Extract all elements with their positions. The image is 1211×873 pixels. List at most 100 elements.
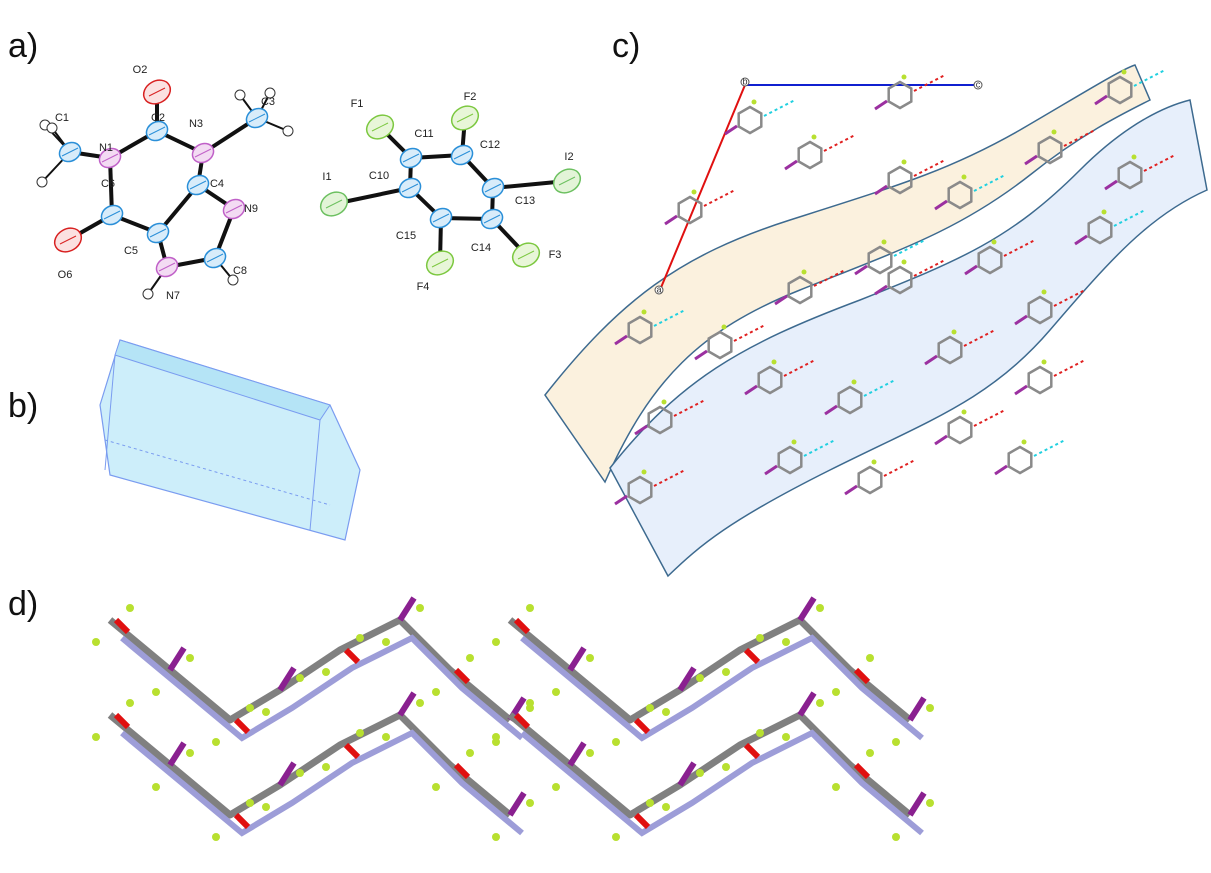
fluorine: [866, 654, 874, 662]
fluorine: [186, 654, 194, 662]
fluorine: [696, 769, 704, 777]
iodine: [570, 743, 584, 765]
fluorine: [552, 783, 560, 791]
hydrogen-atom: [37, 177, 47, 187]
atom-label: F2: [464, 91, 477, 103]
iodine: [800, 693, 814, 715]
ring: [799, 142, 822, 168]
substituent: [995, 466, 1007, 474]
substituent: [935, 436, 947, 444]
iodine: [170, 648, 184, 670]
fluorine: [212, 833, 220, 841]
fluorine: [1132, 155, 1137, 160]
fluorine: [662, 708, 670, 716]
fluorine: [892, 833, 900, 841]
fluorine: [642, 470, 647, 475]
iodine: [570, 648, 584, 670]
atom-label: N7: [166, 290, 180, 302]
fluorine: [756, 634, 764, 642]
fluorine: [526, 699, 534, 707]
fluorine: [322, 763, 330, 771]
figure: a) b) c) d) C1N1C2O2N3C3C4N9C8N7C5C6O6F1…: [0, 0, 1211, 873]
fluorine: [92, 733, 100, 741]
fluorine: [492, 833, 500, 841]
fluorine: [832, 783, 840, 791]
fluorine: [692, 190, 697, 195]
fluorine: [586, 749, 594, 757]
fluorine: [322, 668, 330, 676]
halogen-bond: [1054, 360, 1085, 376]
fluorine: [586, 654, 594, 662]
fluorine: [152, 688, 160, 696]
hydrogen-atom: [235, 90, 245, 100]
fluorine: [816, 604, 824, 612]
fluorine: [866, 749, 874, 757]
atom-label: C11: [414, 128, 433, 140]
fluorine: [1102, 210, 1107, 215]
halogen-bond: [974, 410, 1005, 426]
fluorine: [1042, 360, 1047, 365]
atom-label: F1: [351, 98, 364, 110]
fluorine: [892, 738, 900, 746]
atom-label: C3: [261, 96, 275, 108]
ortep-view: C1N1C2O2N3C3C4N9C8N7C5C6O6F1C11F2C12I2C1…: [37, 64, 585, 302]
oxygen: [636, 720, 648, 732]
fluorine: [952, 330, 957, 335]
oxygen: [346, 650, 358, 662]
iodine: [910, 698, 924, 720]
substituent: [695, 351, 707, 359]
ring: [1029, 367, 1052, 393]
fluorine: [816, 699, 824, 707]
atom-label: C8: [233, 265, 247, 277]
fluorine: [356, 729, 364, 737]
atom-label: O2: [133, 64, 148, 76]
fluorine: [852, 380, 857, 385]
fluorine: [782, 733, 790, 741]
fluorine: [782, 638, 790, 646]
fluorine: [962, 175, 967, 180]
fluorine: [792, 440, 797, 445]
substituent: [1015, 386, 1027, 394]
fluorine: [872, 460, 877, 465]
panel-label: a): [8, 27, 38, 65]
fluorine: [902, 160, 907, 165]
panel-label: c): [612, 27, 640, 65]
atom-label: C4: [210, 178, 224, 190]
fluorine: [296, 769, 304, 777]
fluorine: [492, 638, 500, 646]
fluorine: [246, 704, 254, 712]
fluorine: [722, 763, 730, 771]
fluorine: [186, 749, 194, 757]
atom-label: C10: [369, 170, 389, 182]
fluorine: [802, 270, 807, 275]
oxygen: [236, 720, 248, 732]
iodine: [400, 598, 414, 620]
fluorine: [926, 704, 934, 712]
atom-label: C15: [396, 230, 416, 242]
hydrogen-atom: [47, 123, 57, 133]
fluorine: [722, 668, 730, 676]
fluorine: [902, 75, 907, 80]
halogen-bond: [764, 100, 795, 116]
ring: [859, 467, 882, 493]
fluorine: [962, 410, 967, 415]
atom-label: O6: [58, 269, 73, 281]
fluorine: [646, 704, 654, 712]
fluorine: [992, 240, 997, 245]
fluorine: [1122, 70, 1127, 75]
fluorine: [526, 799, 534, 807]
fluorine: [612, 833, 620, 841]
fluorine: [662, 400, 667, 405]
atom-label: C14: [471, 242, 491, 254]
stacking-view: [92, 598, 934, 841]
fluorine: [492, 733, 500, 741]
atom-label: C13: [515, 195, 535, 207]
substituent: [845, 486, 857, 494]
halogen-bond: [824, 135, 855, 151]
fluorine: [152, 783, 160, 791]
fluorine: [126, 699, 134, 707]
atom-label: N1: [99, 142, 113, 154]
fluorine: [382, 638, 390, 646]
fluorine: [126, 604, 134, 612]
fluorine: [416, 604, 424, 612]
